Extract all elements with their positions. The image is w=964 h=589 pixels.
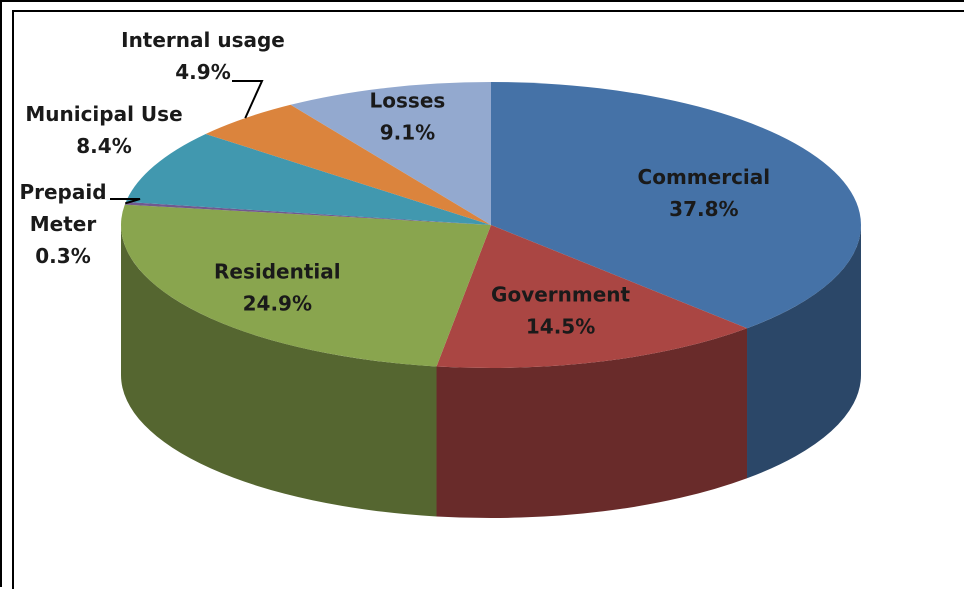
pie-side-commercial xyxy=(747,225,861,479)
data-label-commercial-value: 37.8% xyxy=(669,197,738,221)
data-label-prepaid-meter-name: Prepaid xyxy=(19,180,106,204)
data-label-internal-usage-value: 4.9% xyxy=(175,60,230,84)
data-label-losses-value: 9.1% xyxy=(380,120,435,144)
chart-border xyxy=(12,10,964,589)
leader-line-prepaid-meter xyxy=(110,198,141,205)
leader-line-internal-usage xyxy=(232,80,264,119)
data-label-residential-value: 24.9% xyxy=(243,291,312,315)
pie-side-residential xyxy=(121,225,437,517)
pie-slice-commercial xyxy=(491,82,861,329)
pie-slice-losses xyxy=(290,82,491,225)
pie-slice-government xyxy=(436,225,748,368)
data-label-prepaid-meter-value: Meter xyxy=(30,212,97,236)
pie-slice-prepaid-meter xyxy=(124,201,492,225)
pie-slice-internal-usage xyxy=(205,104,491,225)
data-label-commercial-name: Commercial xyxy=(638,165,771,189)
pie-slice-residential xyxy=(120,204,491,367)
data-label-government-value: 14.5% xyxy=(526,314,595,338)
data-label-municipal-use-value: 8.4% xyxy=(76,134,131,158)
data-label-government-name: Government xyxy=(491,282,631,306)
data-label-losses-name: Losses xyxy=(370,88,446,112)
data-label-internal-usage-name: Internal usage xyxy=(121,28,285,52)
data-label-residential-name: Residential xyxy=(214,259,341,283)
data-label-municipal-use-name: Municipal Use xyxy=(25,102,182,126)
data-label-prepaid-meter-value: 0.3% xyxy=(35,244,90,268)
pie-slice-municipal-use xyxy=(125,133,491,225)
pie-side-government xyxy=(436,328,748,518)
